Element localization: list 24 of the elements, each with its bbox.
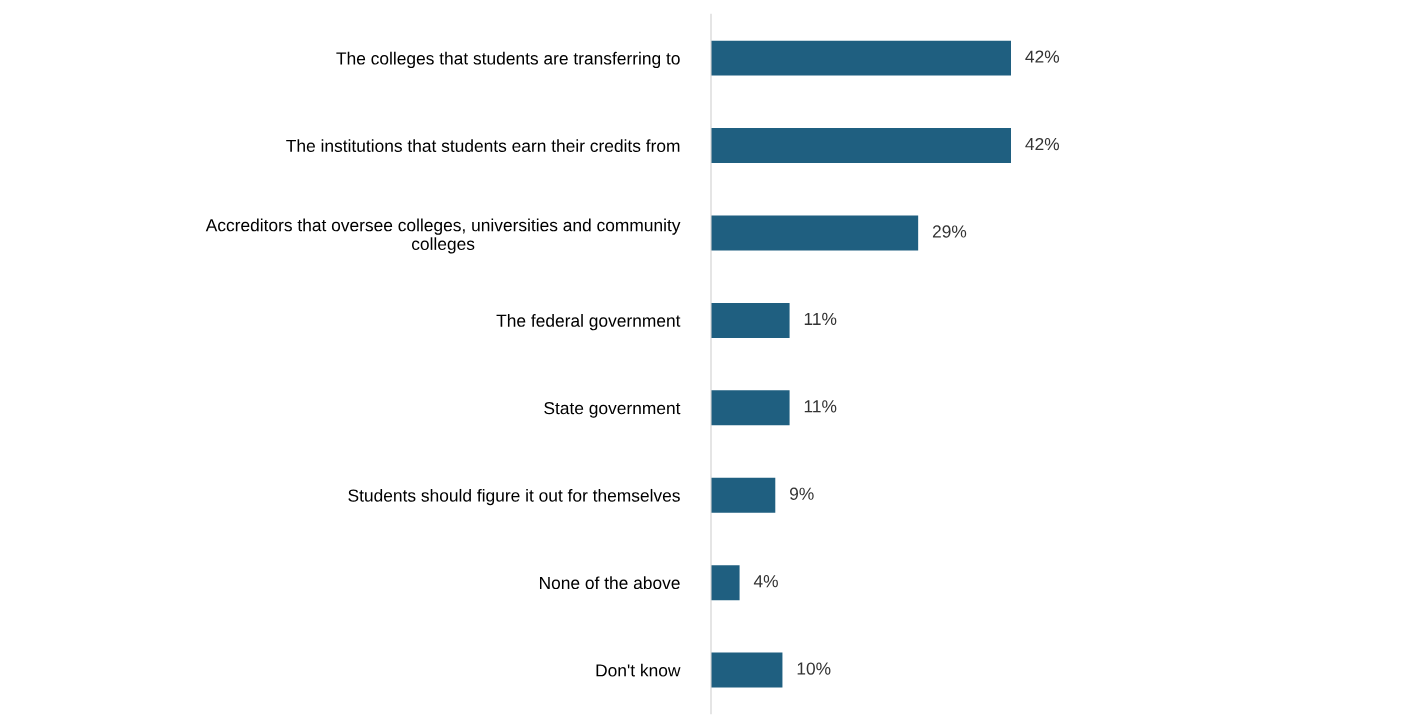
y-tick-label: The colleges that students are transferring to bbox=[336, 51, 680, 69]
bar bbox=[711, 477, 776, 513]
y-tick-label: None of the above bbox=[539, 576, 680, 590]
data-label: 42% bbox=[1025, 50, 1060, 63]
y-tick-label: The federal government bbox=[496, 314, 681, 331]
y-tick-label: Students should figure it out for themselves bbox=[348, 488, 680, 506]
data-label: 42% bbox=[1025, 137, 1060, 151]
y-tick-label: State government bbox=[544, 401, 681, 418]
data-label: 9% bbox=[790, 487, 814, 500]
y-tick-label: Accreditors that oversee colleges, universities and community colleges bbox=[205, 218, 681, 254]
bar bbox=[711, 128, 1012, 164]
bar bbox=[711, 390, 790, 426]
data-label: 11% bbox=[804, 400, 837, 413]
data-label: 10% bbox=[797, 662, 831, 675]
bar bbox=[711, 652, 783, 688]
bar bbox=[711, 565, 740, 601]
bar bbox=[711, 302, 790, 338]
bar bbox=[711, 215, 919, 251]
data-label: 29% bbox=[932, 225, 967, 238]
y-tick-label: The institutions that students earn their credits from bbox=[286, 139, 680, 153]
bar bbox=[711, 40, 1012, 76]
data-label: 4% bbox=[753, 575, 778, 588]
data-label: 11% bbox=[804, 312, 837, 325]
y-tick-label: Don't know bbox=[596, 663, 681, 677]
